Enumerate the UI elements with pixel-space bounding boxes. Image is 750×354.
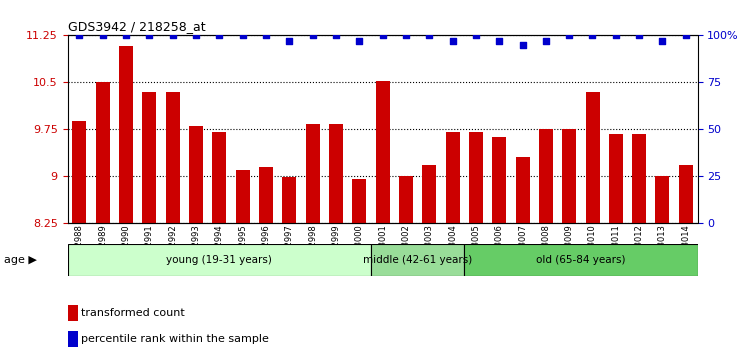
Bar [656,176,670,223]
Bar [212,132,226,223]
Bar [609,133,622,223]
Bar [282,177,296,223]
Bar [142,92,156,223]
Bar [376,81,389,223]
Bar [305,124,320,223]
Point [423,33,435,38]
Bar [464,244,698,276]
Bar [586,92,599,223]
Bar [562,129,576,223]
Bar [118,46,133,223]
Bar [446,132,460,223]
Text: transformed count: transformed count [81,308,185,318]
Point [656,38,668,44]
Bar [189,126,202,223]
Point [120,33,132,38]
Point [213,33,225,38]
Bar [352,179,366,223]
Point [610,33,622,38]
Bar [259,167,273,223]
Text: percentile rank within the sample: percentile rank within the sample [81,334,269,344]
Bar [538,129,553,223]
Bar [68,305,77,321]
Bar [95,82,109,223]
Bar [422,165,436,223]
Point [260,33,272,38]
Point [236,33,248,38]
Point [353,38,365,44]
Bar [632,133,646,223]
Point [446,38,458,44]
Point [494,38,506,44]
Bar [370,244,464,276]
Point [680,33,692,38]
Bar [469,132,483,223]
Bar [515,157,529,223]
Point [330,33,342,38]
Point [517,42,529,47]
Text: GDS3942 / 218258_at: GDS3942 / 218258_at [68,20,205,33]
Bar [679,165,693,223]
Bar [166,92,179,223]
Bar [68,331,77,347]
Text: young (19-31 years): young (19-31 years) [166,255,272,265]
Text: age ▶: age ▶ [4,255,37,265]
Point [586,33,598,38]
Bar [236,170,250,223]
Point [400,33,412,38]
Bar [72,121,86,223]
Point [470,33,482,38]
Point [97,33,109,38]
Point [540,38,552,44]
Point [376,33,388,38]
Bar [328,124,343,223]
Point [190,33,202,38]
Bar [399,176,412,223]
Point [307,33,319,38]
Bar [492,137,506,223]
Text: old (65-84 years): old (65-84 years) [536,255,626,265]
Bar [68,244,370,276]
Text: middle (42-61 years): middle (42-61 years) [363,255,472,265]
Point [633,33,645,38]
Point [74,33,86,38]
Point [284,38,296,44]
Point [563,33,575,38]
Point [143,33,155,38]
Point [166,33,178,38]
